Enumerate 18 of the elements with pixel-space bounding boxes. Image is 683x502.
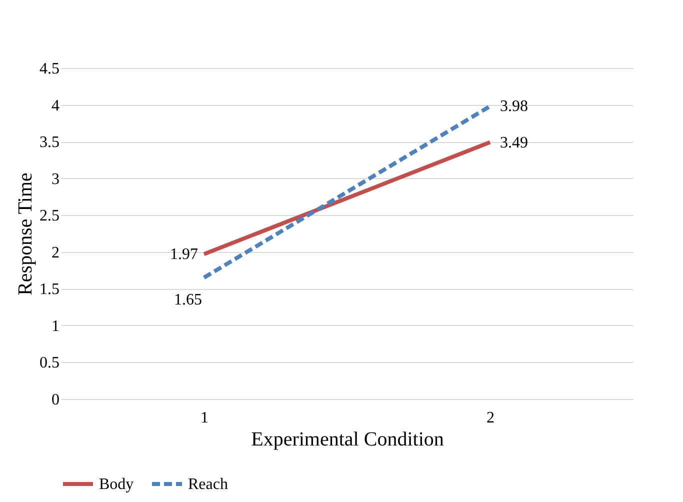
data-label: 1.65 [174,292,202,309]
data-label: 1.97 [170,246,198,264]
y-tick-label: 3 [52,170,60,188]
y-tick-label: 4 [52,97,60,114]
y-tick-label: 1.5 [40,281,60,298]
y-tick-label: 0 [52,392,60,408]
y-tick-label: 3.5 [40,134,60,152]
data-label: 3.98 [500,98,528,116]
y-tick-label: 2.5 [40,208,60,225]
y-tick-label: 4.5 [40,60,60,78]
data-label: 3.49 [500,134,528,152]
y-axis-title: Response Time [14,172,36,296]
y-tick-label: 2 [52,244,60,262]
x-axis-title: Experimental Condition [251,428,444,450]
y-tick-label: 1 [52,318,60,335]
y-tick-label: 0.5 [40,354,60,372]
legend-label: Body [99,476,134,493]
legend-label: Reach [188,476,228,493]
